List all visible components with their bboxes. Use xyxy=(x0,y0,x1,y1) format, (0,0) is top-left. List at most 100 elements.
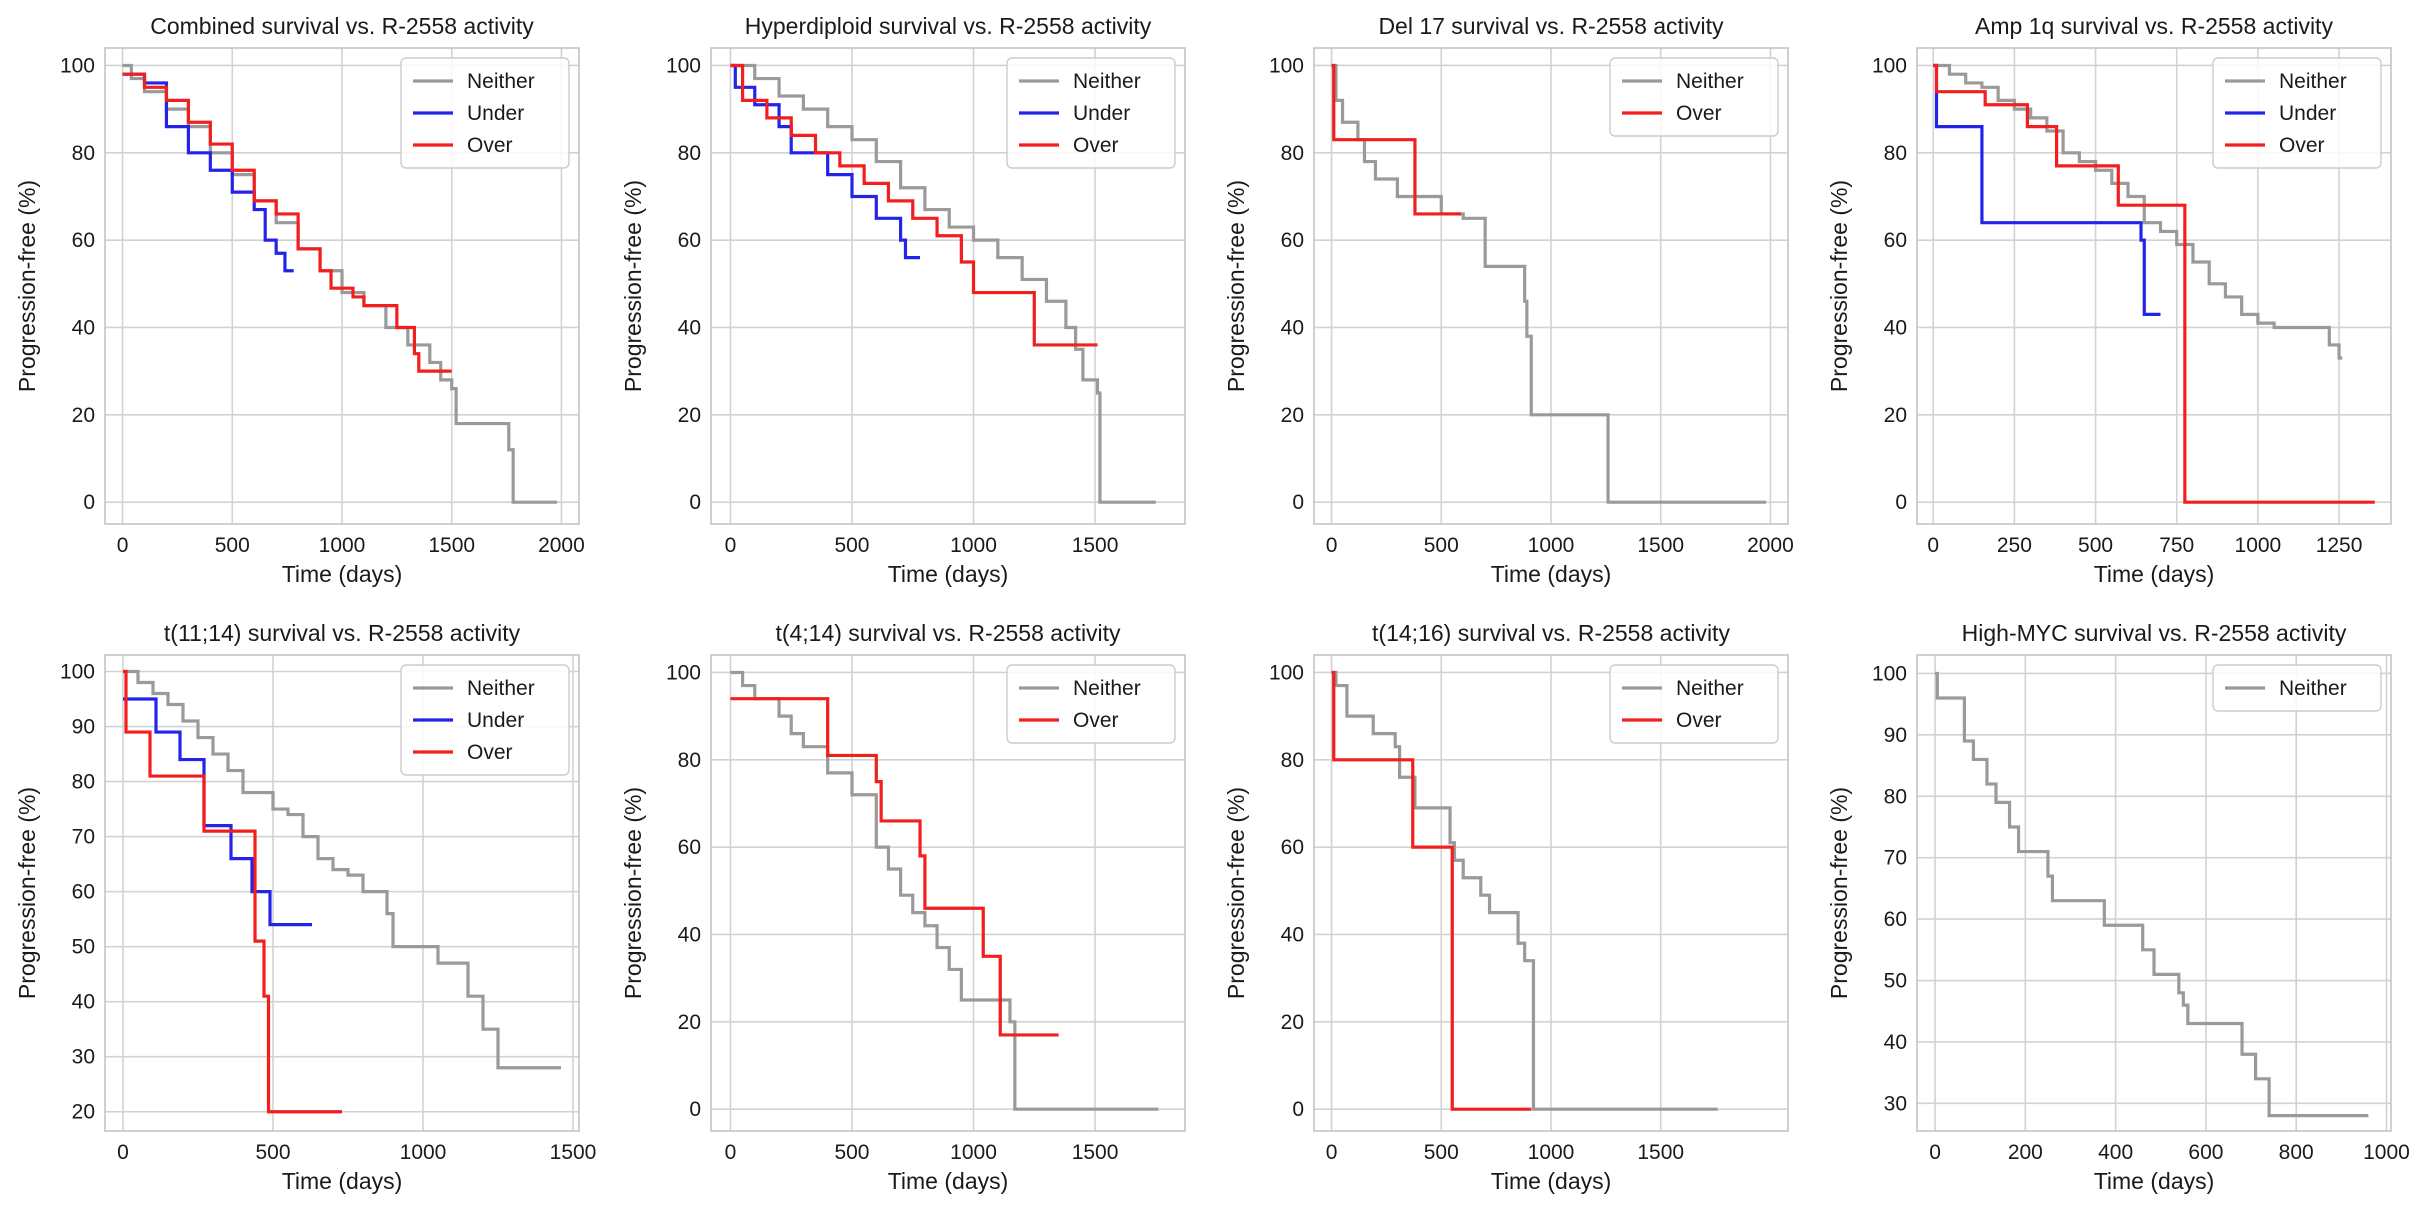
y-tick-label: 80 xyxy=(1884,142,1907,165)
y-tick-label: 100 xyxy=(1872,662,1907,685)
plot-frame xyxy=(710,654,1186,1132)
y-tick-label: 40 xyxy=(1281,316,1304,339)
y-tick-label: 30 xyxy=(1884,1092,1907,1115)
series-line-under xyxy=(730,63,921,260)
legend: Neither Under Over xyxy=(400,57,570,169)
legend: Neither Under Over xyxy=(400,664,570,776)
y-tick-label: 40 xyxy=(72,991,95,1014)
x-tick-label: 1500 xyxy=(428,534,475,557)
x-tick-label: 1000 xyxy=(1528,534,1575,557)
x-tick-label: 750 xyxy=(2159,534,2194,557)
x-axis-label: Time (days) xyxy=(282,561,403,587)
x-tick-label: 400 xyxy=(2098,1141,2133,1164)
x-axis-label: Time (days) xyxy=(1491,561,1612,587)
legend-label: Over xyxy=(1676,709,1722,732)
y-tick-label: 30 xyxy=(72,1046,95,1069)
legend-box xyxy=(1609,57,1779,137)
y-tick-label: 100 xyxy=(1269,54,1304,77)
y-tick-label: 0 xyxy=(1292,1098,1304,1121)
x-tick-label: 0 xyxy=(725,534,737,557)
chart-panel-5: 0 500 1000 1500 20 30 40 50 60 70 80 90 100 t(11;14) … xyxy=(14,620,596,1194)
legend-box xyxy=(1609,664,1779,744)
x-axis-label: Time (days) xyxy=(1491,1168,1612,1194)
y-tick-label: 20 xyxy=(678,404,701,427)
plot-frame xyxy=(104,47,580,525)
y-tick-label: 100 xyxy=(60,661,95,684)
x-tick-label: 600 xyxy=(2188,1141,2223,1164)
legend-label: Under xyxy=(1073,102,1130,125)
legend-label: Over xyxy=(467,134,513,157)
plot-frame xyxy=(104,654,580,1132)
y-tick-label: 90 xyxy=(1884,724,1907,747)
y-tick-label: 40 xyxy=(1281,923,1304,946)
series-line-under xyxy=(1933,63,2161,316)
y-tick-label: 100 xyxy=(1872,54,1907,77)
y-tick-label: 20 xyxy=(1884,404,1907,427)
y-tick-label: 60 xyxy=(1281,229,1304,252)
y-tick-label: 40 xyxy=(1884,316,1907,339)
legend: Neither xyxy=(2212,664,2382,712)
chart-title: t(4;14) survival vs. R-2558 activity xyxy=(775,620,1121,646)
y-tick-label: 40 xyxy=(678,923,701,946)
y-tick-label: 70 xyxy=(1884,847,1907,870)
legend-label: Neither xyxy=(2279,677,2347,700)
legend-label: Under xyxy=(467,709,524,732)
y-tick-label: 60 xyxy=(678,836,701,859)
series-line-under xyxy=(122,72,294,273)
y-tick-label: 0 xyxy=(689,1098,701,1121)
legend: Neither Under Over xyxy=(2212,57,2382,169)
legend-box xyxy=(2212,664,2382,712)
chart-panel-8: 0 200 400 600 800 1000 30 40 50 60 70 80 90 100 High-M… xyxy=(1826,620,2410,1194)
y-tick-label: 0 xyxy=(1895,491,1907,514)
x-tick-label: 2000 xyxy=(1747,534,1794,557)
plot-frame xyxy=(1916,47,2392,525)
y-tick-label: 40 xyxy=(678,316,701,339)
y-axis-label: Progression-free (%) xyxy=(620,180,646,392)
plot-frame xyxy=(710,47,1186,525)
y-tick-label: 0 xyxy=(689,491,701,514)
x-tick-label: 0 xyxy=(117,1141,129,1164)
chart-panel-1: 0 500 1000 1500 2000 0 20 40 60 80 100 Combined sur… xyxy=(14,13,585,587)
y-tick-label: 0 xyxy=(83,491,95,514)
plot-frame xyxy=(1313,654,1789,1132)
series-line-neither xyxy=(1933,63,2343,360)
legend-box xyxy=(400,57,570,169)
y-tick-label: 80 xyxy=(72,771,95,794)
x-tick-label: 500 xyxy=(1424,534,1459,557)
x-tick-label: 1000 xyxy=(400,1141,447,1164)
y-axis-label: Progression-free (%) xyxy=(1826,180,1852,392)
x-tick-label: 1000 xyxy=(2363,1141,2410,1164)
x-axis-label: Time (days) xyxy=(2094,561,2215,587)
x-tick-label: 1000 xyxy=(1528,1141,1575,1164)
x-tick-label: 1000 xyxy=(950,534,997,557)
legend-box xyxy=(1006,664,1176,744)
y-tick-label: 80 xyxy=(1281,142,1304,165)
legend-label: Over xyxy=(2279,134,2325,157)
legend-label: Over xyxy=(467,741,513,764)
chart-panel-3: 0 500 1000 1500 2000 0 20 40 60 80 100 Del 17 survi… xyxy=(1223,13,1794,587)
y-axis-label: Progression-free (%) xyxy=(14,787,40,999)
series-line-over xyxy=(730,63,1098,347)
legend-label: Over xyxy=(1073,709,1119,732)
x-tick-label: 0 xyxy=(725,1141,737,1164)
series-line-over xyxy=(1933,63,2375,504)
y-axis-label: Progression-free (%) xyxy=(1223,180,1249,392)
legend-label: Under xyxy=(467,102,524,125)
chart-title: Del 17 survival vs. R-2558 activity xyxy=(1378,13,1724,39)
legend-label: Neither xyxy=(467,70,535,93)
legend: Neither Over xyxy=(1006,664,1176,744)
x-tick-label: 1000 xyxy=(319,534,366,557)
x-tick-label: 1500 xyxy=(1072,1141,1119,1164)
legend-label: Neither xyxy=(1073,677,1141,700)
series-line-neither xyxy=(1331,670,1718,1111)
chart-panel-6: 0 500 1000 1500 0 20 40 60 80 100 t(4;14) survival… xyxy=(620,620,1186,1194)
x-axis-label: Time (days) xyxy=(888,1168,1009,1194)
legend-box xyxy=(400,664,570,776)
y-tick-label: 40 xyxy=(72,316,95,339)
x-tick-label: 1500 xyxy=(1072,534,1119,557)
chart-title: t(11;14) survival vs. R-2558 activity xyxy=(164,620,521,646)
y-tick-label: 80 xyxy=(1884,785,1907,808)
chart-title: Amp 1q survival vs. R-2558 activity xyxy=(1975,13,2333,39)
legend: Neither Under Over xyxy=(1006,57,1176,169)
